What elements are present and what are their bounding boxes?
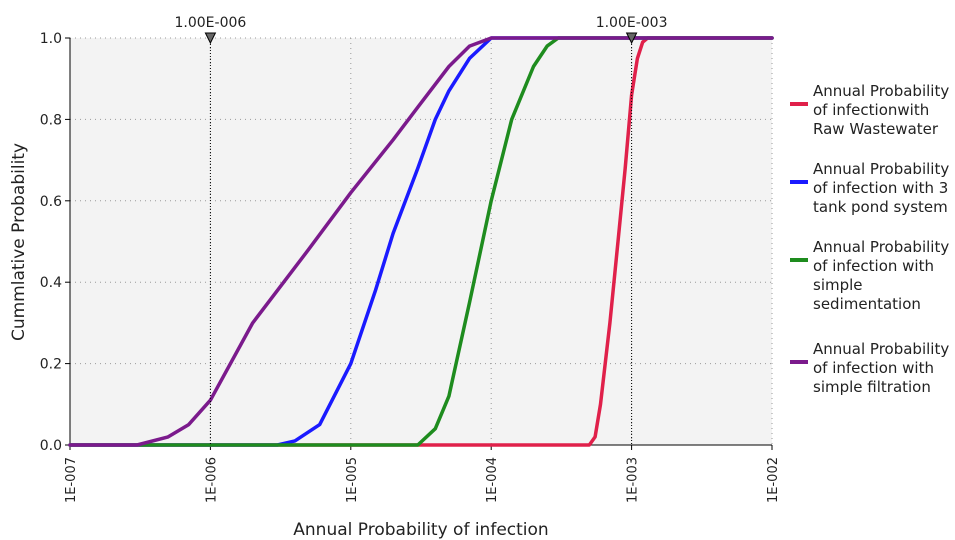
y-tick-label: 0.6 xyxy=(40,194,62,210)
series-line xyxy=(68,36,774,447)
y-tick-label: 1.0 xyxy=(40,31,62,47)
legend-item: Annual Probability of infection with sim… xyxy=(790,238,955,314)
legend-swatch xyxy=(790,102,808,106)
marker-handle xyxy=(204,32,217,45)
legend-item: Annual Probability of infectionwith Raw … xyxy=(790,82,955,139)
x-tick-label: 1E-003 xyxy=(626,457,641,503)
x-axis-label: Annual Probability of infection xyxy=(293,520,548,540)
y-tick-label: 0.0 xyxy=(40,438,62,454)
reference-markers: 1.00E-006 1.00E-003 xyxy=(175,15,668,445)
x-tick-label: 1E-002 xyxy=(766,457,781,503)
series-lines xyxy=(68,36,774,447)
legend-label: Annual Probability of infection with sim… xyxy=(813,238,950,313)
legend-swatch xyxy=(790,258,808,262)
series-line xyxy=(68,36,774,447)
x-tick-label: 1E-007 xyxy=(64,457,79,503)
legend-item: Annual Probability of infection with sim… xyxy=(790,340,955,397)
legend-label: Annual Probability of infection with 3 t… xyxy=(813,160,950,216)
legend-swatch xyxy=(790,360,808,364)
legend-label: Annual Probability of infectionwith Raw … xyxy=(813,82,950,138)
y-tick-label: 0.2 xyxy=(40,357,62,373)
plot-background xyxy=(70,38,772,445)
x-tick-label: 1E-006 xyxy=(204,457,219,503)
marker-label: 1.00E-006 xyxy=(175,15,247,31)
legend-item: Annual Probability of infection with 3 t… xyxy=(790,160,955,217)
x-tick-label: 1E-005 xyxy=(345,457,360,503)
marker-handle xyxy=(625,32,638,45)
x-tick-label: 1E-004 xyxy=(485,457,500,503)
y-tick-label: 0.4 xyxy=(40,275,62,291)
y-tick-label: 0.8 xyxy=(40,112,62,128)
tick-labels: 1E-007 1E-006 1E-005 1E-004 1E-003 1E-002 0.0 0… xyxy=(40,31,781,503)
y-axis-label: Cummlative Probability xyxy=(9,143,29,341)
series-line xyxy=(68,36,774,447)
legend-swatch xyxy=(790,180,808,184)
legend-label: Annual Probability of infection with sim… xyxy=(813,340,950,396)
marker-label: 1.00E-003 xyxy=(596,15,668,31)
series-line xyxy=(68,36,774,447)
